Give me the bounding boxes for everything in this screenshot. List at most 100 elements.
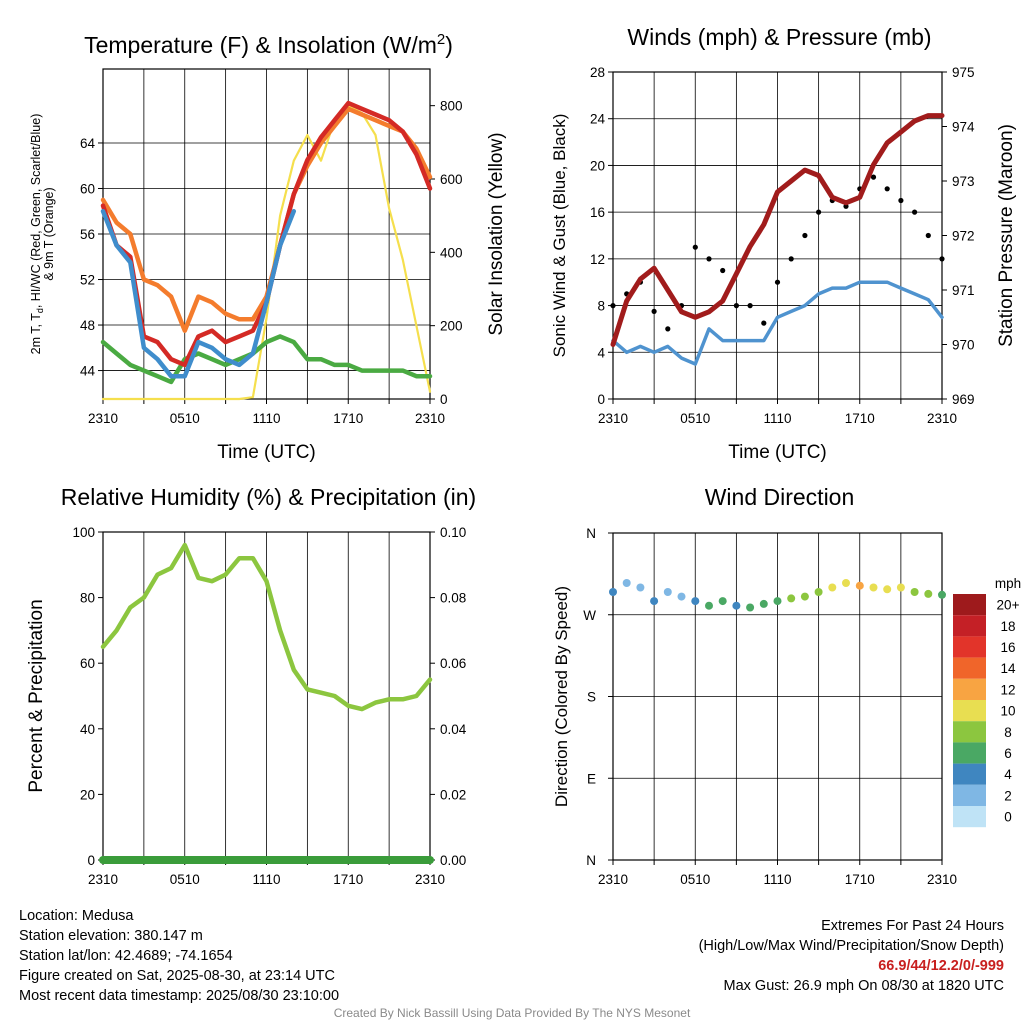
wdir-ytick-label: N	[586, 853, 596, 868]
temp-series-solar-insolation	[101, 104, 432, 401]
gust-point	[720, 267, 726, 274]
temp-title: Temperature (F) & Insolation (W/m2)	[84, 31, 453, 58]
wdir-point	[828, 583, 837, 592]
pressure-ylabel: Station Pressure (Maroon)	[996, 124, 1017, 347]
rh-ytick-label: 60	[80, 656, 95, 671]
figure-created: Figure created on Sat, 2025-08-30, at 23…	[19, 968, 335, 984]
gust-point	[843, 203, 849, 209]
insolation-ytick-label: 600	[440, 172, 463, 187]
rh-xtick-label: 1110	[252, 872, 280, 887]
temp-ytick-label: 56	[80, 227, 95, 242]
wdir-point	[787, 594, 796, 603]
station-latlon: Station lat/lon: 42.4689; -74.1654	[19, 948, 233, 964]
wdir-point	[883, 585, 892, 594]
rh-series-relative-humidity	[100, 542, 433, 712]
wdir-title: Wind Direction	[705, 484, 855, 510]
gust-point	[870, 174, 877, 180]
wdir-point	[691, 597, 700, 606]
wdir-xtick-label: 1710	[845, 872, 875, 887]
wind-ytick-label: 0	[597, 392, 605, 407]
wdir-point	[746, 603, 755, 612]
gust-point	[884, 186, 890, 192]
wdir-ytick-label: W	[583, 608, 596, 623]
pressure-ytick-label: 969	[952, 392, 975, 407]
gust-point	[925, 232, 931, 239]
wdir-legend-swatch	[953, 636, 986, 658]
gust-point	[692, 244, 698, 250]
wdir-point	[842, 579, 850, 587]
wdir-point	[663, 588, 672, 596]
wdir-point	[759, 599, 768, 608]
temp-xtick-label: 1710	[333, 411, 363, 426]
temp-xlabel: Time (UTC)	[217, 442, 316, 463]
station-elevation: Station elevation: 380.147 m	[19, 928, 203, 944]
extremes-title: Extremes For Past 24 Hours	[821, 918, 1004, 934]
temp-ytick-label: 48	[80, 318, 95, 333]
precip-ytick-label: 0.04	[440, 722, 467, 737]
temp-xtick-label: 1110	[252, 411, 280, 426]
rh-xtick-label: 1710	[333, 872, 363, 887]
temp-xtick-label: 2310	[415, 411, 445, 426]
insolation-ytick-label: 400	[440, 245, 463, 260]
wdir-legend-label: 14	[1000, 661, 1016, 676]
wdir-point	[896, 583, 905, 592]
temp-ytick-label: 52	[80, 273, 95, 288]
wdir-point	[910, 588, 919, 596]
gust-point	[939, 256, 945, 262]
rh-ylabel: Percent & Precipitation	[26, 599, 47, 792]
wdir-legend-label: 0	[1004, 810, 1012, 825]
recent-timestamp: Most recent data timestamp: 2025/08/30 2…	[19, 988, 340, 1004]
wdir-legend-label: 6	[1004, 746, 1012, 761]
wdir-xtick-label: 2310	[598, 872, 628, 887]
temp-ytick-label: 60	[80, 181, 95, 196]
wind-xtick-label: 2310	[927, 411, 957, 426]
extremes-subtitle: (High/Low/Max Wind/Precipitation/Snow De…	[698, 938, 1004, 954]
wdir-point	[609, 588, 617, 596]
wind-xtick-label: 1710	[845, 411, 875, 426]
pressure-ytick-label: 970	[952, 338, 975, 353]
wind-xtick-label: 0510	[680, 411, 710, 426]
temp-ylabel-line1: 2m T, Td, HI/WC (Red, Green, Scarlet/Blu…	[29, 114, 45, 355]
wdir-point	[938, 590, 946, 599]
gust-point	[912, 209, 918, 215]
insolation-ytick-label: 0	[440, 392, 448, 407]
station-location: Location: Medusa	[19, 908, 134, 924]
wdir-legend-swatch	[953, 806, 986, 828]
insolation-ytick-label: 200	[440, 319, 463, 334]
wdir-legend-label: 8	[1004, 725, 1012, 740]
extremes-panel: Extremes For Past 24 Hours (High/Low/Max…	[699, 916, 1004, 996]
precip-ytick-label: 0.06	[440, 656, 466, 671]
wdir-legend-swatch	[953, 678, 986, 700]
wdir-xtick-label: 1110	[763, 872, 791, 887]
wind-ytick-label: 16	[590, 205, 605, 220]
gust-point	[761, 320, 767, 326]
insolation-ylabel: Solar Insolation (Yellow)	[486, 132, 507, 335]
temp-ytick-label: 44	[80, 364, 96, 379]
rh-ytick-label: 0	[87, 853, 95, 868]
wind-title: Winds (mph) & Pressure (mb)	[627, 24, 931, 50]
precip-ytick-label: 0.02	[440, 787, 466, 802]
pressure-ytick-label: 973	[952, 174, 975, 189]
wdir-ytick-label: N	[586, 526, 596, 541]
wdir-legend-swatch	[953, 700, 986, 722]
gust-point	[651, 308, 657, 314]
gust-point	[706, 256, 712, 262]
gust-point	[610, 303, 616, 309]
wdir-ytick-label: E	[587, 771, 596, 786]
temp-ytick-label: 64	[80, 136, 96, 151]
extremes-values: 66.9/44/12.2/0/-999	[878, 958, 1004, 974]
wdir-point	[732, 601, 741, 610]
wdir-legend-swatch	[953, 615, 986, 637]
wdir-ylabel: Direction (Colored By Speed)	[552, 586, 571, 807]
rh-ytick-label: 40	[80, 722, 95, 737]
rh-xtick-label: 2310	[415, 872, 445, 887]
wdir-legend-swatch	[953, 763, 986, 785]
gust-point	[665, 326, 671, 332]
gust-point	[816, 209, 822, 215]
wdir-legend-swatch	[953, 721, 986, 743]
wdir-legend-label: 16	[1000, 640, 1015, 655]
wind-ytick-label: 4	[597, 345, 605, 360]
wdir-point	[773, 597, 782, 606]
pressure-ytick-label: 975	[952, 65, 975, 80]
